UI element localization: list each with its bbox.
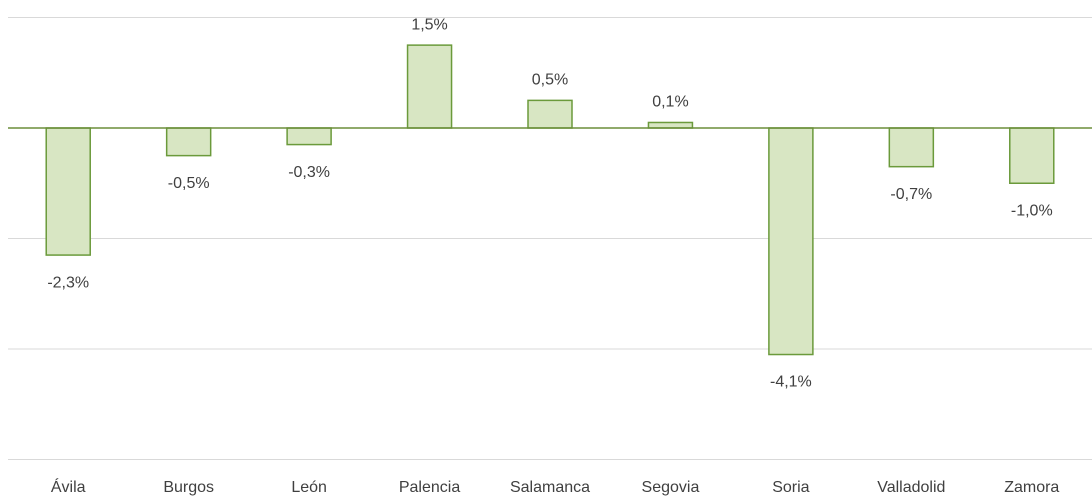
bar [888, 127, 935, 168]
bar [45, 127, 91, 256]
bar [406, 44, 453, 129]
data-label: -2,3% [47, 274, 89, 291]
x-tick-label: León [291, 479, 327, 496]
data-label: -4,1% [770, 374, 812, 391]
data-label: -0,3% [288, 164, 330, 181]
x-tick-label: Zamora [1004, 479, 1059, 496]
bar [1009, 127, 1055, 184]
data-label: 0,1% [652, 94, 688, 111]
data-label: -1,0% [1011, 202, 1053, 219]
x-tick-label: Soria [772, 479, 809, 496]
x-tick-label: Ávila [51, 477, 86, 496]
x-tick-label: Salamanca [510, 479, 590, 496]
bar [286, 127, 332, 146]
x-tick-label: Burgos [163, 479, 214, 496]
x-tick-label: Valladolid [877, 479, 945, 496]
x-tick-label: Palencia [399, 479, 460, 496]
data-label: 0,5% [532, 72, 568, 89]
x-tick-label: Segovia [642, 479, 700, 496]
bar [768, 127, 814, 356]
data-label: -0,5% [168, 175, 210, 192]
bar [647, 121, 694, 129]
bar [527, 99, 573, 129]
data-label: 1,5% [411, 16, 447, 33]
bar [165, 127, 212, 157]
data-label: -0,7% [890, 186, 932, 203]
